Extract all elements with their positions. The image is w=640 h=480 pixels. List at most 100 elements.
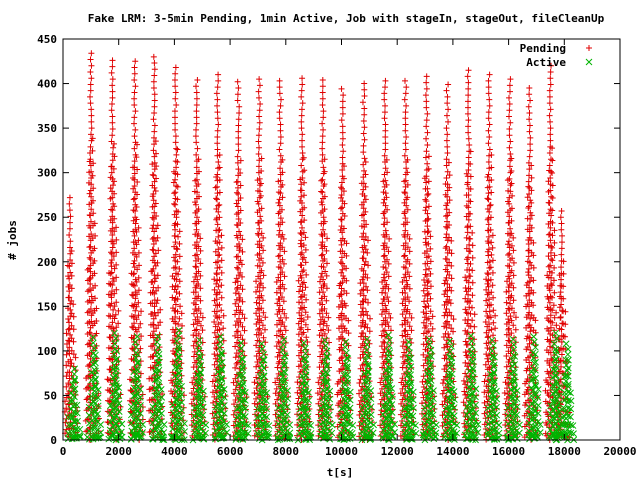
pending-point — [318, 199, 325, 206]
pending-point — [357, 312, 364, 319]
pending-point — [107, 217, 114, 224]
pending-point — [170, 265, 177, 272]
pending-point — [88, 75, 95, 82]
pending-point — [83, 375, 90, 382]
pending-point — [444, 143, 451, 150]
pending-point — [299, 81, 306, 88]
pending-point — [149, 161, 156, 168]
pending-point — [235, 122, 242, 129]
pending-point — [279, 194, 286, 201]
pending-point — [323, 310, 330, 317]
pending-point — [421, 298, 428, 305]
pending-point — [151, 122, 158, 129]
pending-point — [299, 268, 306, 275]
pending-point — [107, 185, 114, 192]
pending-point — [275, 210, 282, 217]
pending-point — [301, 217, 308, 224]
pending-point — [557, 289, 564, 296]
pending-point — [176, 253, 183, 260]
pending-point — [233, 339, 240, 346]
pending-point — [195, 280, 202, 287]
pending-point — [382, 146, 389, 153]
pending-point — [155, 322, 162, 329]
pending-point — [233, 221, 240, 228]
pending-point — [254, 262, 261, 269]
pending-point — [150, 116, 157, 123]
pending-point — [66, 263, 73, 270]
pending-point — [176, 290, 183, 297]
active-point — [453, 421, 461, 429]
pending-point — [321, 168, 328, 175]
pending-point — [465, 135, 472, 142]
pending-point — [171, 232, 178, 239]
pending-point — [275, 349, 282, 356]
pending-point — [387, 314, 394, 321]
pending-point — [174, 221, 181, 228]
pending-point — [172, 95, 179, 102]
pending-point — [443, 137, 450, 144]
pending-point — [215, 252, 222, 259]
pending-point — [253, 353, 260, 360]
pending-point — [192, 133, 199, 140]
pending-point — [319, 83, 326, 90]
pending-point — [485, 196, 492, 203]
pending-point — [299, 150, 306, 157]
pending-point — [254, 198, 261, 205]
pending-point — [172, 332, 179, 339]
pending-point — [111, 190, 118, 197]
pending-point — [87, 355, 94, 362]
pending-point — [298, 87, 305, 94]
pending-point — [216, 152, 223, 159]
pending-point — [216, 201, 223, 208]
pending-point — [256, 113, 263, 120]
pending-point — [319, 139, 326, 146]
pending-point — [89, 135, 96, 142]
pending-point — [279, 244, 286, 251]
pending-point — [338, 179, 345, 186]
pending-point — [280, 260, 287, 267]
pending-point — [88, 206, 95, 213]
pending-point — [132, 83, 139, 90]
pending-point — [318, 177, 325, 184]
pending-point — [306, 393, 313, 400]
pending-point — [151, 60, 158, 67]
pending-point — [318, 327, 325, 334]
pending-point — [423, 148, 430, 155]
pending-point — [190, 310, 197, 317]
pending-point — [258, 267, 265, 274]
pending-point — [174, 183, 181, 190]
pending-point — [547, 68, 554, 75]
pending-point — [177, 303, 184, 310]
pending-point — [297, 283, 304, 290]
pending-point — [485, 190, 492, 197]
pending-point — [275, 328, 282, 335]
pending-point — [172, 201, 179, 208]
pending-point — [106, 355, 113, 362]
pending-point — [153, 287, 160, 294]
pending-point — [63, 341, 70, 348]
pending-point — [339, 204, 346, 211]
pending-point — [212, 184, 219, 191]
pending-point — [70, 313, 77, 320]
pending-point — [443, 125, 450, 132]
pending-point — [66, 194, 73, 201]
pending-point — [339, 166, 346, 173]
pending-point — [241, 327, 248, 334]
pending-point — [320, 164, 327, 171]
pending-point — [321, 255, 328, 262]
pending-point — [110, 165, 117, 172]
pending-point — [104, 376, 111, 383]
pending-point — [216, 326, 223, 333]
pending-point — [402, 121, 409, 128]
pending-point — [150, 197, 157, 204]
pending-point — [108, 249, 115, 256]
pending-point — [299, 100, 306, 107]
pending-point — [194, 76, 201, 83]
pending-point — [281, 273, 288, 280]
pending-point — [423, 79, 430, 86]
pending-point — [172, 120, 179, 127]
pending-point — [107, 174, 114, 181]
pending-point — [254, 294, 261, 301]
pending-point — [178, 347, 185, 354]
pending-point — [151, 91, 158, 98]
